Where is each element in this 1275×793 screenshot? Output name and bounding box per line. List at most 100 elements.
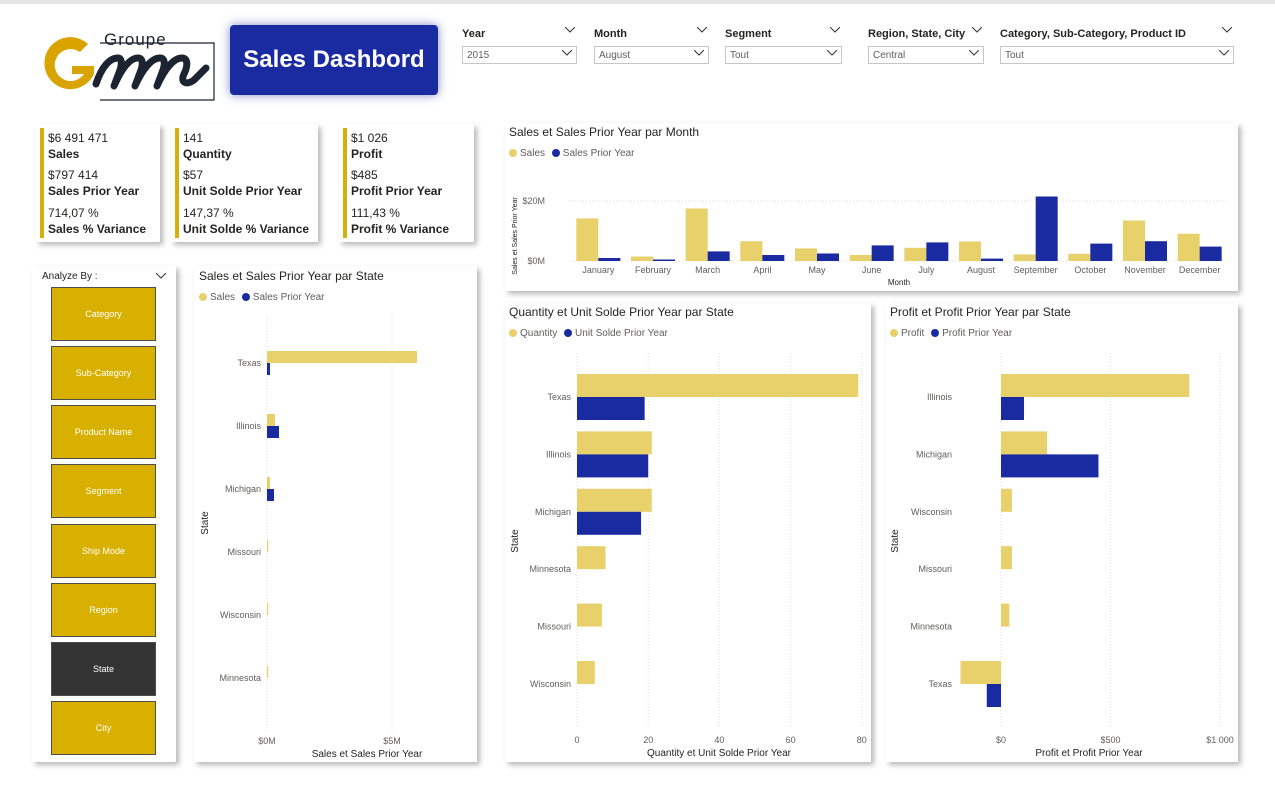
x-tick-label: 80 (857, 735, 867, 745)
bar-sales (267, 477, 270, 489)
bar-sales (267, 666, 269, 678)
chevron-down-icon (969, 50, 979, 56)
chart-title: Profit et Profit Prior Year par State (890, 305, 1071, 319)
chart-legend: Sales Sales Prior Year (199, 292, 325, 303)
y-tick-label: Texas (547, 392, 571, 402)
chart-legend: Sales Sales Prior Year (509, 148, 635, 159)
x-tick-label: November (1124, 265, 1166, 275)
bar-sales-prior (707, 251, 730, 261)
legend-dot-icon (509, 149, 517, 157)
slicer-category[interactable]: Category, Sub-Category, Product ID Tout (1000, 27, 1234, 64)
y-tick-label: Illinois (546, 449, 572, 459)
kpi-accent-bar (343, 128, 347, 238)
y-tick-label: $0M (527, 256, 545, 266)
analyze-button-state[interactable]: State (51, 642, 156, 696)
bar-sales (631, 256, 653, 261)
chevron-down-icon[interactable] (565, 27, 575, 33)
chevron-down-icon[interactable] (1222, 27, 1232, 33)
bar-sales-prior-year (267, 489, 274, 501)
bar-profit (1001, 546, 1012, 570)
analyze-by-panel: Analyze By : Category Sub-Category Produ… (32, 266, 176, 762)
analyze-button-city[interactable]: City (51, 701, 156, 755)
kpi-unit-prior-value: $57 (183, 168, 204, 182)
y-tick-label: Michigan (916, 449, 952, 459)
bar-sales (1013, 254, 1036, 261)
x-tick-label: $0M (258, 736, 276, 746)
x-tick-label: October (1074, 265, 1106, 275)
bar-profit (960, 661, 1001, 684)
slicer-month[interactable]: Month August (594, 27, 709, 64)
company-logo: Groupe (36, 24, 216, 102)
analyze-button-sub-category[interactable]: Sub-Category (51, 346, 156, 400)
slicer-region[interactable]: Region, State, City Central (868, 27, 984, 64)
kpi-sales-value: $6 491 471 (48, 131, 109, 145)
kpi-profit-variance-value: 111,43 % (351, 206, 400, 220)
x-axis-title: Sales et Sales Prior Year (312, 749, 423, 760)
bar-quantity (577, 661, 595, 684)
y-tick-label: Minnesota (529, 564, 571, 574)
kpi-sales-label: Sales (48, 147, 80, 161)
slicer-category-value: Tout (1005, 50, 1024, 61)
x-axis-title: Quantity et Unit Solde Prior Year (647, 748, 792, 759)
analyze-button-category[interactable]: Category (51, 287, 156, 341)
y-tick-label: Michigan (535, 507, 571, 517)
y-tick-label: Illinois (927, 392, 953, 402)
legend-item: Sales Prior Year (562, 148, 635, 159)
kpi-profit-prior-value: $485 (351, 168, 378, 182)
page-title: Sales Dashbord (230, 25, 438, 95)
bar-sales (959, 241, 981, 261)
bar-sales-prior (871, 245, 894, 261)
kpi-accent-bar (40, 128, 44, 238)
bar-sales-prior-year (267, 426, 279, 438)
bar-quantity (577, 488, 652, 512)
bar-profit-prior-year (986, 684, 1001, 707)
bar-sales-prior (1090, 243, 1113, 261)
bar-sales-prior (598, 258, 621, 261)
chart-title: Quantity et Unit Solde Prior Year par St… (509, 305, 734, 319)
chevron-down-icon[interactable] (156, 273, 166, 279)
slicer-region-dropdown[interactable]: Central (868, 46, 984, 64)
slicer-category-dropdown[interactable]: Tout (1000, 46, 1234, 64)
y-tick-label: Minnesota (910, 622, 952, 632)
x-tick-label: July (918, 265, 935, 275)
chevron-down-icon[interactable] (830, 27, 840, 33)
analyze-button-segment[interactable]: Segment (51, 464, 156, 518)
kpi-profit-variance-label: Profit % Variance (351, 222, 450, 236)
legend-item: Quantity (520, 328, 558, 339)
bar-sales-prior (1199, 246, 1222, 261)
x-tick-label: $0 (996, 735, 1006, 745)
y-tick-label: Missouri (918, 564, 952, 574)
bar-sales (1177, 233, 1200, 261)
x-tick-label: 20 (643, 735, 653, 745)
kpi-profit-label: Profit (351, 147, 383, 161)
chevron-down-icon[interactable] (972, 27, 982, 33)
x-tick-label: January (582, 265, 615, 275)
y-tick-label: Missouri (537, 622, 571, 632)
x-tick-label: June (862, 265, 882, 275)
bar-sales (904, 247, 927, 261)
x-tick-label: $500 (1100, 735, 1120, 745)
y-axis-title: State (200, 511, 211, 535)
bar-sales-prior (653, 259, 675, 261)
slicer-year-dropdown[interactable]: 2015 (462, 46, 577, 64)
chevron-down-icon[interactable] (697, 27, 707, 33)
analyze-button-region[interactable]: Region (51, 583, 156, 637)
legend-item: Sales Prior Year (252, 292, 325, 303)
kpi-quantity-value: 141 (183, 131, 204, 145)
kpi-profit-prior-label: Profit Prior Year (351, 184, 443, 198)
analyze-button-product-name[interactable]: Product Name (51, 405, 156, 459)
chart-title: Sales et Sales Prior Year par State (199, 269, 384, 283)
analyze-button-ship-mode[interactable]: Ship Mode (51, 524, 156, 578)
slicer-segment[interactable]: Segment Tout (725, 27, 842, 64)
kpi-unit-prior-label: Unit Solde Prior Year (183, 184, 303, 198)
slicer-segment-dropdown[interactable]: Tout (725, 46, 842, 64)
slicer-month-dropdown[interactable]: August (594, 46, 709, 64)
month-bar-chart: $0M $20M January February March April May June J… (512, 196, 1227, 287)
slicer-segment-value: Tout (730, 50, 749, 61)
legend-dot-icon (199, 293, 207, 301)
bar-sales (267, 414, 275, 426)
legend-item: Profit (901, 328, 925, 339)
y-tick-label: Wisconsin (220, 610, 261, 620)
slicer-year[interactable]: Year 2015 (462, 27, 577, 64)
y-tick-label: Illinois (236, 421, 262, 431)
